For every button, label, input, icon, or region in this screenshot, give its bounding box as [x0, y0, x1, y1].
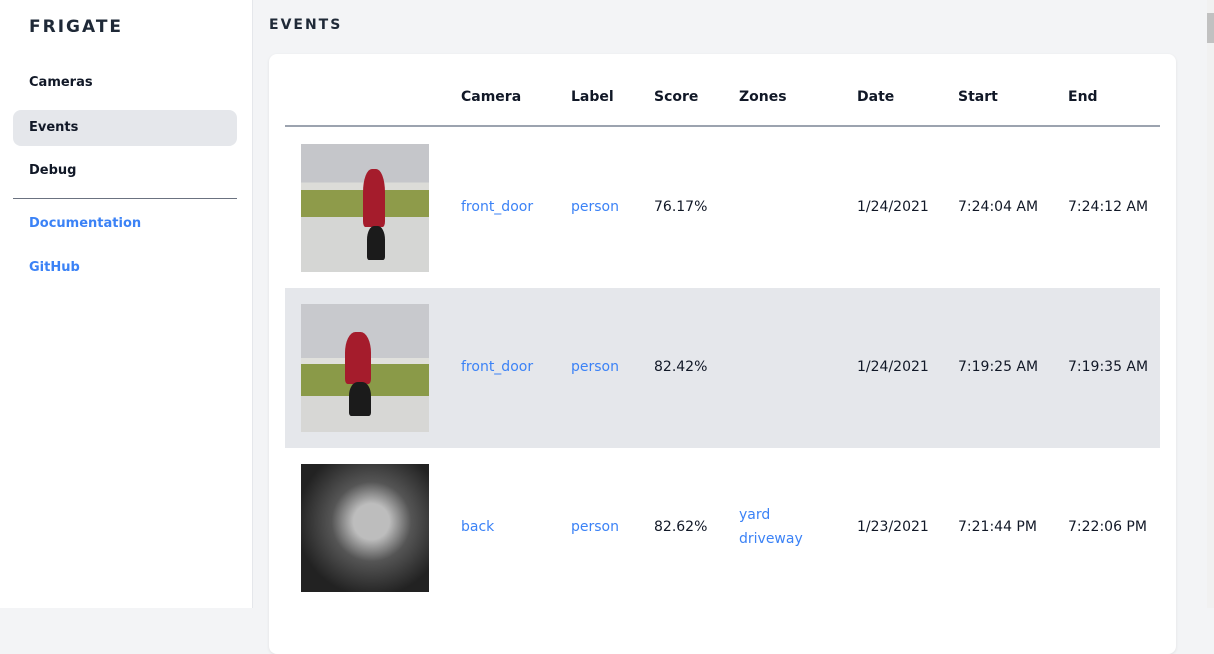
header-date: Date	[857, 89, 895, 105]
header-zones: Zones	[739, 89, 787, 105]
sidebar-item-cameras[interactable]: Cameras	[29, 75, 93, 90]
score: 76.17%	[654, 199, 708, 215]
start-time: 7:19:25 AM	[958, 359, 1039, 375]
sidebar-item-events[interactable]: Events	[13, 110, 237, 146]
github-link[interactable]: GitHub	[29, 260, 80, 275]
camera-link[interactable]: front_door	[461, 199, 534, 215]
events-table: Camera Label Score Zones Date Start End …	[269, 54, 1176, 654]
header-score: Score	[654, 89, 699, 105]
documentation-link[interactable]: Documentation	[29, 216, 142, 231]
score: 82.42%	[654, 359, 708, 375]
brand-logo: FRIGATE	[29, 17, 124, 37]
label-link[interactable]: person	[571, 519, 619, 535]
event-thumbnail[interactable]	[301, 144, 429, 272]
header-end: End	[1068, 89, 1098, 105]
event-thumbnail[interactable]	[301, 304, 429, 432]
camera-link[interactable]: back	[461, 519, 495, 535]
label-link[interactable]: person	[571, 359, 619, 375]
header-label: Label	[571, 89, 614, 105]
score: 82.62%	[654, 519, 708, 535]
date: 1/23/2021	[857, 519, 929, 535]
event-thumbnail[interactable]	[301, 464, 429, 592]
end-time: 7:24:12 AM	[1068, 199, 1149, 215]
label-link[interactable]: person	[571, 199, 619, 215]
camera-link[interactable]: front_door	[461, 359, 534, 375]
start-time: 7:21:44 PM	[958, 519, 1037, 535]
table-row[interactable]: front_door person 76.17% 1/24/2021 7:24:…	[285, 128, 1160, 288]
scrollbar-thumb[interactable]	[1207, 13, 1214, 43]
sidebar: FRIGATE Cameras Events Debug Documentati…	[0, 0, 253, 608]
end-time: 7:19:35 AM	[1068, 359, 1149, 375]
table-row[interactable]: back person 82.62% yard driveway 1/23/20…	[285, 448, 1160, 608]
start-time: 7:24:04 AM	[958, 199, 1039, 215]
end-time: 7:22:06 PM	[1068, 519, 1147, 535]
page-title: EVENTS	[269, 17, 343, 33]
table-header: Camera Label Score Zones Date Start End	[285, 70, 1160, 127]
header-camera: Camera	[461, 89, 522, 105]
zone-link[interactable]: driveway	[739, 531, 803, 547]
table-row[interactable]: front_door person 82.42% 1/24/2021 7:19:…	[285, 288, 1160, 448]
date: 1/24/2021	[857, 199, 929, 215]
header-start: Start	[958, 89, 998, 105]
sidebar-item-debug[interactable]: Debug	[29, 163, 77, 178]
zone-link[interactable]: yard	[739, 507, 771, 523]
sidebar-divider	[13, 198, 237, 199]
scrollbar[interactable]	[1207, 0, 1214, 608]
date: 1/24/2021	[857, 359, 929, 375]
